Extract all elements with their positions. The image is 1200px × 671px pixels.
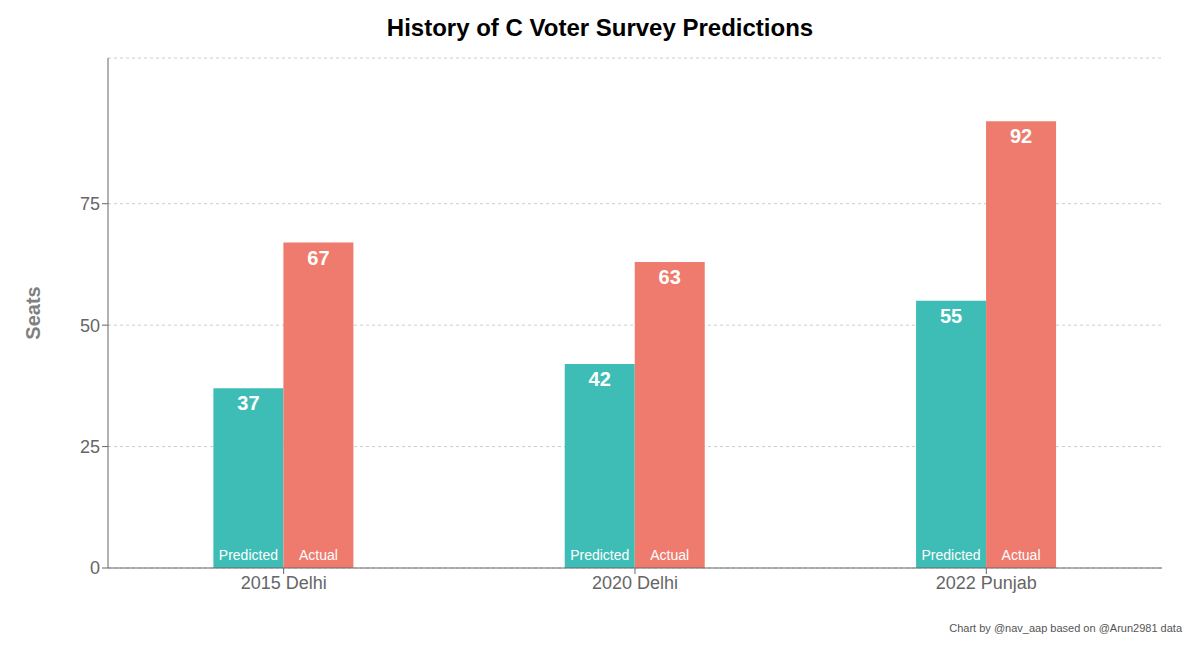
svg-text:Predicted: Predicted <box>921 547 980 563</box>
svg-text:75: 75 <box>80 194 100 214</box>
svg-text:Actual: Actual <box>650 547 689 563</box>
svg-text:67: 67 <box>307 247 329 269</box>
svg-text:2022 Punjab: 2022 Punjab <box>936 573 1037 593</box>
svg-text:0: 0 <box>90 558 100 578</box>
svg-text:42: 42 <box>589 368 611 390</box>
svg-text:50: 50 <box>80 316 100 336</box>
svg-text:Predicted: Predicted <box>219 547 278 563</box>
html-text:Chart by @nav_aap based on @Ar: Chart by @nav_aap based on @Arun2981 dat… <box>949 622 1182 634</box>
svg-text:55: 55 <box>940 305 962 327</box>
svg-text:25: 25 <box>80 437 100 457</box>
svg-text:2015 Delhi: 2015 Delhi <box>241 573 327 593</box>
html-text:History of C Voter Survey Pred: History of C Voter Survey Predictions <box>386 14 814 41</box>
svg-text:63: 63 <box>659 266 681 288</box>
svg-text:2020 Delhi: 2020 Delhi <box>592 573 678 593</box>
svg-text:Seats: Seats <box>22 286 44 339</box>
svg-text:Predicted: Predicted <box>570 547 629 563</box>
svg-text:Actual: Actual <box>1002 547 1041 563</box>
svg-text:92: 92 <box>1010 125 1032 147</box>
svg-text:37: 37 <box>237 392 259 414</box>
svg-text:Actual: Actual <box>299 547 338 563</box>
